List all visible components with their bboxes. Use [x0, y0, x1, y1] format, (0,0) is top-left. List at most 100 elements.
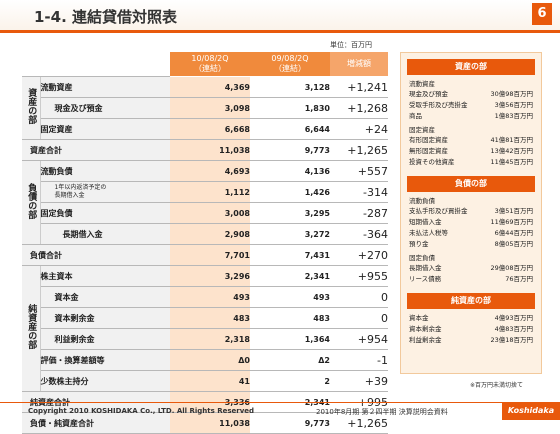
- row-current: 4,369: [170, 76, 250, 98]
- row-previous: 493: [250, 286, 330, 308]
- row-current: Δ0: [170, 349, 250, 371]
- panel-item-name: 有形固定資産: [409, 136, 448, 144]
- row-current: 2,318: [170, 328, 250, 350]
- panel-item-name: 受取手形及び売掛金: [409, 101, 468, 109]
- panel-category: 流動負債: [409, 197, 435, 205]
- col-header-current: 10/08/2Q （連結）: [170, 52, 250, 77]
- table-row: 負債の部 流動負債 4,693 4,136 +557: [22, 160, 388, 245]
- panel-item: 受取手形及び売掛金 3億56百万円: [401, 100, 541, 111]
- row-increase: +39: [330, 370, 388, 392]
- panel-item: 資本剰余金 4億83百万円: [401, 324, 541, 335]
- row-previous: 3,272: [250, 223, 330, 245]
- row-increase: +24: [330, 118, 388, 140]
- row-label: 資産合計: [22, 139, 170, 161]
- section-net-assets-text: 純資産の部: [26, 304, 37, 349]
- row-label: 固定資産: [40, 118, 170, 140]
- panel-item-value: 1億83百万円: [494, 112, 533, 120]
- unit-note: 単位：百万円: [330, 41, 372, 49]
- row-increase: +954: [330, 328, 388, 350]
- row-label: 株主資本: [40, 265, 170, 287]
- section-label-assets: 資産の部: [22, 76, 41, 140]
- table-row: 資本金 493 493 0: [22, 286, 388, 308]
- row-label: 流動資産: [40, 76, 170, 98]
- row-current: 11,038: [170, 139, 250, 161]
- row-current: 483: [170, 307, 250, 329]
- panel-item: 現金及び預金 30億98百万円: [401, 89, 541, 100]
- panel-item-name: 無形固定資産: [409, 147, 448, 155]
- table-row: 長期借入金 2,908 3,272 -364: [22, 223, 388, 245]
- row-label: 負債合計: [22, 244, 170, 266]
- company-logo: Koshidaka: [502, 402, 560, 420]
- row-increase: -287: [330, 202, 388, 224]
- row-label: 資本剰余金: [40, 307, 170, 329]
- row-previous: 1,364: [250, 328, 330, 350]
- col-current-label: 10/08/2Q （連結）: [191, 54, 229, 73]
- row-previous: 3,295: [250, 202, 330, 224]
- row-increase: 0: [330, 307, 388, 329]
- panel-item-name: 支払手形及び買掛金: [409, 207, 468, 215]
- row-previous: 7,431: [250, 244, 330, 266]
- panel-item-name: 現金及び預金: [409, 90, 448, 98]
- row-current: 3,296: [170, 265, 250, 287]
- panel-item-value: 76百万円: [505, 275, 533, 283]
- row-current: 11,038: [170, 412, 250, 434]
- table-row: 利益剰余金 2,318 1,364 +954: [22, 328, 388, 350]
- row-current: 1,112: [170, 181, 250, 203]
- panel-item-value: 3億51百万円: [494, 207, 533, 215]
- footnote: ※百万円未満切捨て: [470, 382, 524, 389]
- col-header-previous: 09/08/2Q （連結）: [250, 52, 330, 77]
- row-previous: Δ2: [250, 349, 330, 371]
- panel-item-value: 6億44百万円: [494, 229, 533, 237]
- panel-item-value: 13億42百万円: [490, 147, 533, 155]
- row-increase: 0: [330, 286, 388, 308]
- net-assets-panel-header: 純資産の部: [407, 293, 535, 309]
- panel-item-name: 投資その他資産: [409, 158, 455, 166]
- panel-category: 固定負債: [409, 254, 435, 262]
- row-previous: 1,426: [250, 181, 330, 203]
- table-row: 固定負債 3,008 3,295 -287: [22, 202, 388, 224]
- section-label-net-assets: 純資産の部: [22, 265, 41, 392]
- page-number: 6: [532, 3, 552, 25]
- slide-header: 1-4. 連結貸借対照表 6: [0, 0, 560, 30]
- row-increase: +955: [330, 265, 388, 287]
- panel-item-name: 長期借入金: [409, 264, 442, 272]
- panel-item: 支払手形及び買掛金 3億51百万円: [401, 206, 541, 217]
- table-header-row: 10/08/2Q （連結） 09/08/2Q （連結） 増減額: [22, 52, 388, 77]
- panel-item: リース債務 76百万円: [401, 274, 541, 285]
- row-label: 1年以内返済予定の 長期借入金: [40, 181, 170, 203]
- panel-item-value: 41億81百万円: [490, 136, 533, 144]
- panel-item-value: 4億93百万円: [494, 314, 533, 322]
- header-blank-cell: [22, 52, 170, 77]
- panel-item-name: リース債務: [409, 275, 442, 283]
- footer-divider: [0, 402, 560, 403]
- balance-sheet-table: 10/08/2Q （連結） 09/08/2Q （連結） 増減額 資産の部 流動資…: [22, 52, 388, 434]
- row-current: 493: [170, 286, 250, 308]
- liabilities-panel-header: 負債の部: [407, 176, 535, 192]
- panel-item: 預り金 8億05百万円: [401, 239, 541, 250]
- row-increase: +1,265: [330, 139, 388, 161]
- row-previous: 2: [250, 370, 330, 392]
- footer-copyright: Copyright 2010 KOSHIDAKA Co., LTD. All R…: [28, 407, 255, 415]
- total-row-assets: 資産合計 11,038 9,773 +1,265: [22, 139, 388, 161]
- table-row: 資産の部 流動資産 4,369 3,128 +1,241: [22, 76, 388, 140]
- panel-item-value: 8億05百万円: [494, 240, 533, 248]
- panel-item-name: 未払法人税等: [409, 229, 448, 237]
- panel-category: 固定資産: [409, 126, 435, 134]
- row-label: 現金及び預金: [40, 97, 170, 119]
- row-label: 流動負債: [40, 160, 170, 182]
- row-increase: +1,268: [330, 97, 388, 119]
- panel-item-value: 30億98百万円: [490, 90, 533, 98]
- row-current: 4,693: [170, 160, 250, 182]
- section-liabilities-text: 負債の部: [26, 182, 37, 219]
- row-label: 利益剰余金: [40, 328, 170, 350]
- panel-item-value: 29億08百万円: [490, 264, 533, 272]
- panel-item-name: 短期借入金: [409, 218, 442, 226]
- assets-panel-header: 資産の部: [407, 59, 535, 75]
- row-label: 固定負債: [40, 202, 170, 224]
- panel-item: 未払法人税等 6億44百万円: [401, 228, 541, 239]
- section-label-liabilities: 負債の部: [22, 160, 41, 245]
- breakdown-panel: 資産の部 流動資産 現金及び預金 30億98百万円 受取手形及び売掛金 3億56百万…: [400, 52, 542, 374]
- row-previous: 2,341: [250, 265, 330, 287]
- panel-item: 長期借入金 29億08百万円: [401, 263, 541, 274]
- panel-item-value: 4億83百万円: [494, 325, 533, 333]
